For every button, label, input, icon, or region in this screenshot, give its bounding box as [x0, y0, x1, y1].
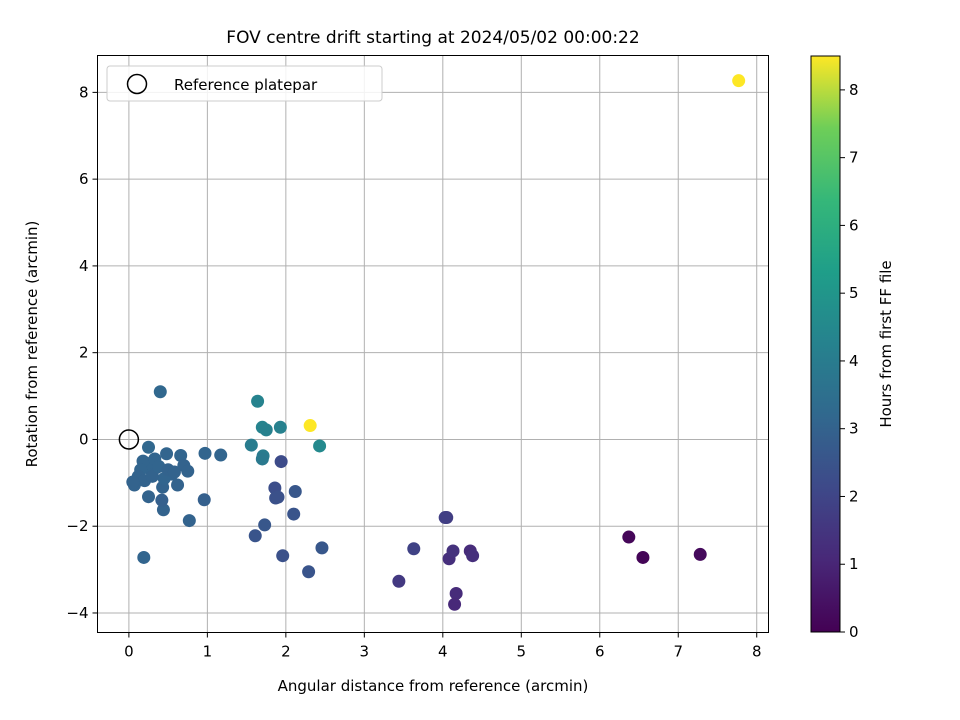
y-axis-label: Rotation from reference (arcmin): [23, 221, 41, 468]
colorbar-tick-label: 2: [849, 487, 859, 505]
x-tick-label: 5: [517, 643, 527, 661]
legend-box: [106, 65, 383, 102]
data-point: [182, 514, 196, 528]
legend-label: Reference platepar: [174, 76, 318, 94]
grid-lines: [97, 55, 769, 633]
y-tick-label: 4: [79, 257, 89, 275]
data-point: [438, 511, 452, 525]
colorbar-tick-label: 5: [849, 284, 859, 302]
data-point: [315, 541, 329, 555]
x-tick-label: 1: [203, 643, 213, 661]
data-point: [273, 420, 287, 434]
data-point: [255, 452, 269, 466]
legend-marker: [126, 73, 148, 95]
colorbar-label: Hours from first FF file: [877, 260, 895, 427]
data-point: [466, 549, 480, 563]
colorbar: [810, 55, 841, 633]
legend: Reference platepar: [106, 65, 383, 102]
data-point: [153, 385, 167, 399]
y-tick-label: 6: [79, 170, 89, 188]
data-point: [258, 518, 272, 532]
y-tick-label: 2: [79, 344, 89, 362]
data-point: [313, 439, 327, 453]
data-point: [303, 419, 317, 433]
y-tick-label: 8: [79, 83, 89, 101]
data-point: [214, 448, 228, 462]
data-point: [693, 547, 707, 561]
data-point: [392, 574, 406, 588]
data-point: [198, 446, 212, 460]
data-point: [271, 490, 285, 504]
data-point: [145, 469, 159, 483]
data-point: [248, 529, 262, 543]
data-point: [167, 465, 181, 479]
data-point: [126, 475, 140, 489]
data-point: [636, 550, 650, 564]
data-point: [287, 507, 301, 521]
x-axis-label: Angular distance from reference (arcmin): [278, 677, 589, 695]
data-point: [276, 549, 290, 563]
data-point: [142, 440, 156, 454]
y-tick-label: −4: [66, 604, 88, 622]
plot-frame: [97, 55, 769, 633]
data-point: [244, 438, 258, 452]
data-point: [288, 485, 302, 499]
data-point: [622, 530, 636, 544]
data-point: [137, 550, 151, 564]
x-tick-label: 8: [752, 643, 762, 661]
colorbar-tick-label: 3: [849, 420, 859, 438]
data-point: [156, 503, 170, 517]
data-point: [181, 464, 195, 478]
data-point: [446, 544, 460, 558]
data-point: [732, 74, 746, 88]
data-point: [259, 423, 273, 437]
x-tick-label: 7: [673, 643, 683, 661]
data-point: [142, 490, 156, 504]
data-point: [251, 394, 265, 408]
y-tick-label: −2: [66, 517, 88, 535]
x-tick-label: 2: [281, 643, 291, 661]
colorbar-tick-label: 6: [849, 216, 859, 234]
data-point: [274, 455, 288, 469]
reference-platepar-marker: [118, 429, 140, 450]
data-point: [155, 493, 169, 507]
data-points: [126, 74, 746, 611]
colorbar-tick-label: 8: [849, 81, 859, 99]
x-tick-label: 3: [360, 643, 370, 661]
colorbar-tick-label: 7: [849, 149, 859, 167]
data-point: [197, 493, 211, 507]
y-tick-label: 0: [79, 430, 89, 448]
colorbar-tick-label: 1: [849, 555, 859, 573]
colorbar-tick-label: 0: [849, 623, 859, 641]
x-axis-ticks: 0 1 2 3 4 5 6 7 8: [124, 632, 762, 661]
data-point: [174, 448, 188, 462]
y-axis-ticks: −4 −2 0 2 4 6 8: [66, 83, 98, 622]
colorbar-ticks: 0 1 2 3 4 5 6 7 8: [840, 81, 859, 641]
data-point: [449, 586, 463, 600]
data-point: [160, 447, 174, 461]
x-tick-label: 6: [595, 643, 605, 661]
chart-title: FOV centre drift starting at 2024/05/02 …: [226, 28, 639, 48]
x-tick-label: 0: [124, 643, 134, 661]
data-point: [448, 597, 462, 611]
data-point: [171, 478, 185, 492]
colorbar-tick-label: 4: [849, 352, 859, 370]
data-point: [407, 542, 421, 556]
data-point: [302, 565, 316, 579]
x-tick-label: 4: [438, 643, 448, 661]
